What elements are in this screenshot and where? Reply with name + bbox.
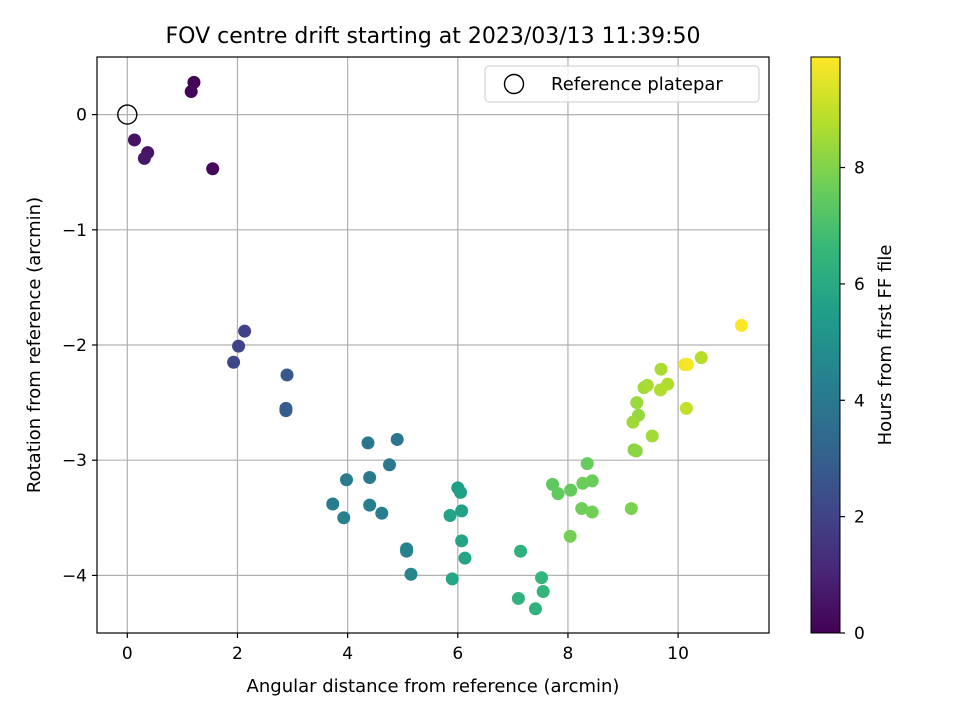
data-point [564,483,578,497]
data-point [630,396,644,410]
colorbar-tick-label: 2 [854,508,865,528]
data-point [575,502,589,516]
data-point [455,534,469,548]
data-point [585,505,599,519]
data-point [640,378,654,392]
data-point [382,458,396,472]
data-point [645,429,659,443]
data-point [232,339,246,353]
data-point [511,591,525,605]
colorbar-label: Hours from first FF file [875,245,896,446]
data-point [536,585,550,599]
data-point [337,511,351,525]
data-point [694,351,708,365]
data-point [624,502,638,516]
data-point [514,544,528,558]
x-tick-label: 0 [122,644,133,664]
data-point [184,85,198,99]
y-tick-label: −3 [62,451,87,471]
reference-platepar-marker [117,104,138,125]
data-point [443,508,457,522]
legend: Reference platepar [484,65,760,103]
data-point [340,473,354,487]
colorbar-frame [810,56,841,634]
data-point [404,567,418,581]
data-point [400,544,414,558]
x-tick-label: 8 [563,644,574,664]
legend-label-reference: Reference platepar [551,74,723,95]
colorbar-fill [811,57,840,633]
x-axis-label: Angular distance from reference (arcmin) [247,676,620,697]
data-point [363,498,377,512]
colorbar-tick-label: 6 [854,275,865,295]
data-point [445,572,459,586]
data-point [680,358,694,372]
data-point [734,318,748,332]
data-point [279,404,293,418]
colorbar-tick-label: 8 [854,159,865,179]
y-tick-label: −4 [62,566,87,586]
x-tick-label: 10 [667,644,689,664]
ticks-layer: 0 2 4 6 8 10 0 −1 −2 −3 −4 [62,106,689,664]
data-point [626,415,640,429]
data-point [127,133,141,147]
x-tick-label: 2 [232,644,243,664]
data-point [580,457,594,471]
data-point [238,324,252,338]
data-point [629,444,643,458]
colorbar: 0 2 4 6 8 Hours from first FF file [810,56,896,644]
y-tick-label: 0 [76,106,87,126]
colorbar-ticks: 0 2 4 6 8 [840,159,865,644]
data-point [363,470,377,484]
data-point [679,401,693,415]
data-point [653,383,667,397]
x-tick-label: 6 [452,644,463,664]
legend-marker-reference [503,73,525,95]
data-point [528,602,542,616]
data-point [390,432,404,446]
data-point [375,506,389,520]
chart-title: FOV centre drift starting at 2023/03/13 … [166,24,701,49]
colorbar-tick-label: 0 [854,624,865,644]
data-point [206,162,220,176]
data-point [361,436,375,450]
data-point [563,529,577,543]
data-point [280,368,294,382]
data-point [137,151,151,165]
y-axis-label: Rotation from reference (arcmin) [24,197,45,493]
data-point [654,362,668,376]
data-point [458,551,472,565]
data-point [326,497,340,511]
data-point [454,485,468,499]
data-point [535,571,549,585]
grid-layer [97,57,769,633]
legend-box [484,65,760,103]
y-tick-label: −1 [62,221,87,241]
data-point [551,487,565,501]
colorbar-tick-label: 4 [854,391,865,411]
data-point [455,504,469,518]
x-tick-label: 4 [342,644,353,664]
y-tick-label: −2 [62,336,87,356]
data-point [576,476,590,490]
points-layer [117,75,748,616]
data-point [227,355,241,369]
